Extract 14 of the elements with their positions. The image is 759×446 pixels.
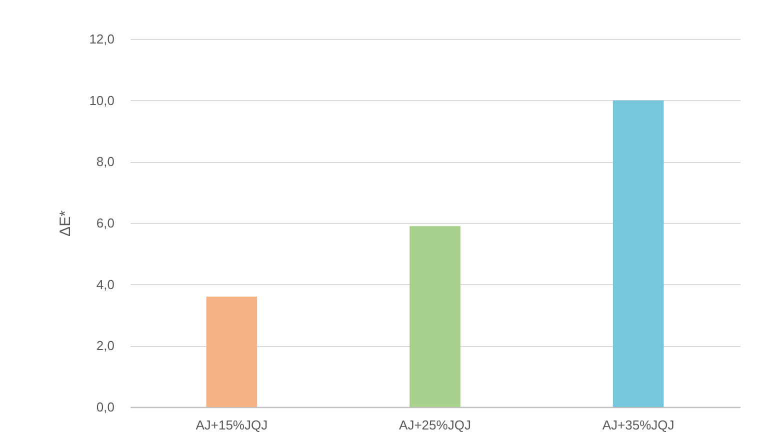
y-tick-label: 10,0 xyxy=(89,92,114,108)
bar xyxy=(206,296,258,407)
bar xyxy=(612,100,664,407)
y-tick-label: 2,0 xyxy=(96,338,114,354)
y-tick-label: 8,0 xyxy=(96,154,114,170)
y-tick-label: 12,0 xyxy=(89,32,114,46)
x-tick-label: AJ+35%JQJ xyxy=(602,418,674,432)
bar xyxy=(410,226,460,407)
x-tick-label: AJ+25%JQJ xyxy=(399,418,471,432)
y-axis-title: ΔE* xyxy=(57,210,74,236)
y-tick-label: 0,0 xyxy=(96,400,114,414)
y-tick-label: 6,0 xyxy=(96,216,114,230)
x-tick-label: AJ+15%JQJ xyxy=(196,418,268,432)
y-tick-label: 4,0 xyxy=(96,276,114,292)
